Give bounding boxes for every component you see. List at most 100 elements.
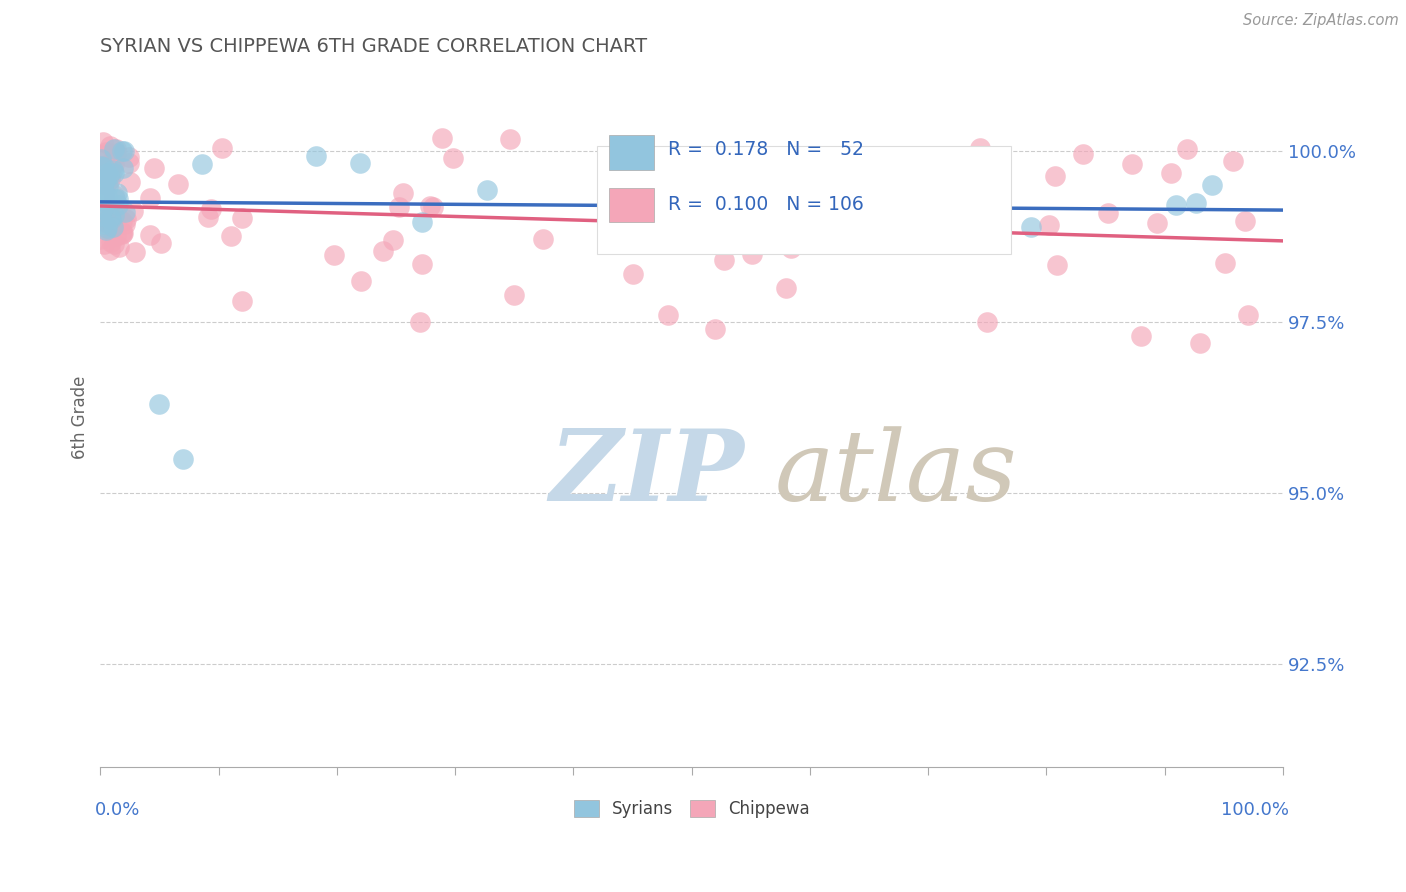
Point	[124, 244, 146, 259]
Legend: Syrians, Chippewa: Syrians, Chippewa	[567, 793, 817, 824]
Point	[1121, 157, 1143, 171]
Point	[111, 226, 134, 240]
Point	[231, 294, 253, 309]
Point	[103, 142, 125, 156]
Point	[531, 232, 554, 246]
Point	[101, 162, 124, 177]
Point	[411, 215, 433, 229]
Text: Source: ZipAtlas.com: Source: ZipAtlas.com	[1243, 13, 1399, 29]
Point	[122, 204, 145, 219]
Point	[100, 235, 122, 249]
Point	[959, 230, 981, 244]
Point	[139, 191, 162, 205]
Point	[600, 235, 623, 249]
Point	[104, 229, 127, 244]
Point	[103, 150, 125, 164]
Point	[97, 178, 120, 193]
Point	[91, 181, 114, 195]
Point	[97, 169, 120, 183]
Point	[783, 190, 806, 204]
Point	[703, 231, 725, 245]
Point	[90, 179, 112, 194]
Point	[1166, 198, 1188, 212]
Point	[101, 219, 124, 234]
Point	[190, 157, 212, 171]
Point	[118, 155, 141, 169]
Point	[441, 152, 464, 166]
Point	[1222, 154, 1244, 169]
Point	[976, 315, 998, 329]
Point	[1236, 308, 1258, 322]
Point	[780, 171, 803, 186]
Point	[96, 223, 118, 237]
Point	[100, 211, 122, 226]
Point	[93, 237, 115, 252]
Point	[1043, 169, 1066, 183]
Point	[138, 227, 160, 242]
Point	[846, 236, 869, 251]
Point	[231, 211, 253, 225]
Point	[91, 217, 114, 231]
Point	[90, 159, 112, 173]
Point	[100, 167, 122, 181]
Point	[96, 214, 118, 228]
Point	[105, 145, 128, 160]
Point	[1201, 178, 1223, 192]
Point	[98, 244, 121, 258]
Point	[143, 161, 166, 175]
Point	[382, 233, 405, 247]
Point	[842, 163, 865, 178]
Point	[166, 178, 188, 192]
Point	[90, 153, 112, 167]
Point	[94, 194, 117, 209]
Point	[98, 210, 121, 224]
Point	[741, 246, 763, 260]
Point	[94, 215, 117, 229]
Point	[100, 210, 122, 224]
Point	[219, 228, 242, 243]
Point	[322, 248, 344, 262]
Point	[98, 139, 121, 153]
Point	[1038, 219, 1060, 233]
Point	[388, 200, 411, 214]
Point	[621, 267, 644, 281]
Point	[419, 199, 441, 213]
Point	[96, 158, 118, 172]
Point	[197, 210, 219, 224]
Point	[93, 190, 115, 204]
Point	[689, 160, 711, 174]
Point	[349, 156, 371, 170]
Point	[118, 150, 141, 164]
Point	[150, 236, 173, 251]
Point	[96, 220, 118, 235]
Point	[104, 142, 127, 156]
Point	[108, 240, 131, 254]
Point	[103, 166, 125, 180]
Point	[172, 451, 194, 466]
Text: ZIP: ZIP	[550, 425, 745, 522]
Point	[430, 131, 453, 145]
FancyBboxPatch shape	[598, 145, 1011, 254]
Point	[499, 132, 522, 146]
Text: SYRIAN VS CHIPPEWA 6TH GRADE CORRELATION CHART: SYRIAN VS CHIPPEWA 6TH GRADE CORRELATION…	[100, 37, 648, 56]
Point	[373, 244, 395, 258]
Point	[783, 178, 806, 193]
Point	[91, 194, 114, 208]
Point	[721, 233, 744, 247]
Point	[94, 145, 117, 160]
Point	[107, 192, 129, 206]
Point	[713, 252, 735, 267]
Point	[98, 209, 121, 223]
Point	[98, 171, 121, 186]
Point	[411, 257, 433, 271]
Point	[114, 205, 136, 219]
Point	[103, 208, 125, 222]
Point	[657, 308, 679, 322]
Point	[110, 226, 132, 240]
Text: R =  0.178   N =   52: R = 0.178 N = 52	[668, 140, 863, 159]
Text: 0.0%: 0.0%	[94, 801, 139, 819]
Point	[111, 227, 134, 242]
Point	[704, 322, 727, 336]
Point	[94, 194, 117, 208]
Point	[638, 214, 661, 228]
